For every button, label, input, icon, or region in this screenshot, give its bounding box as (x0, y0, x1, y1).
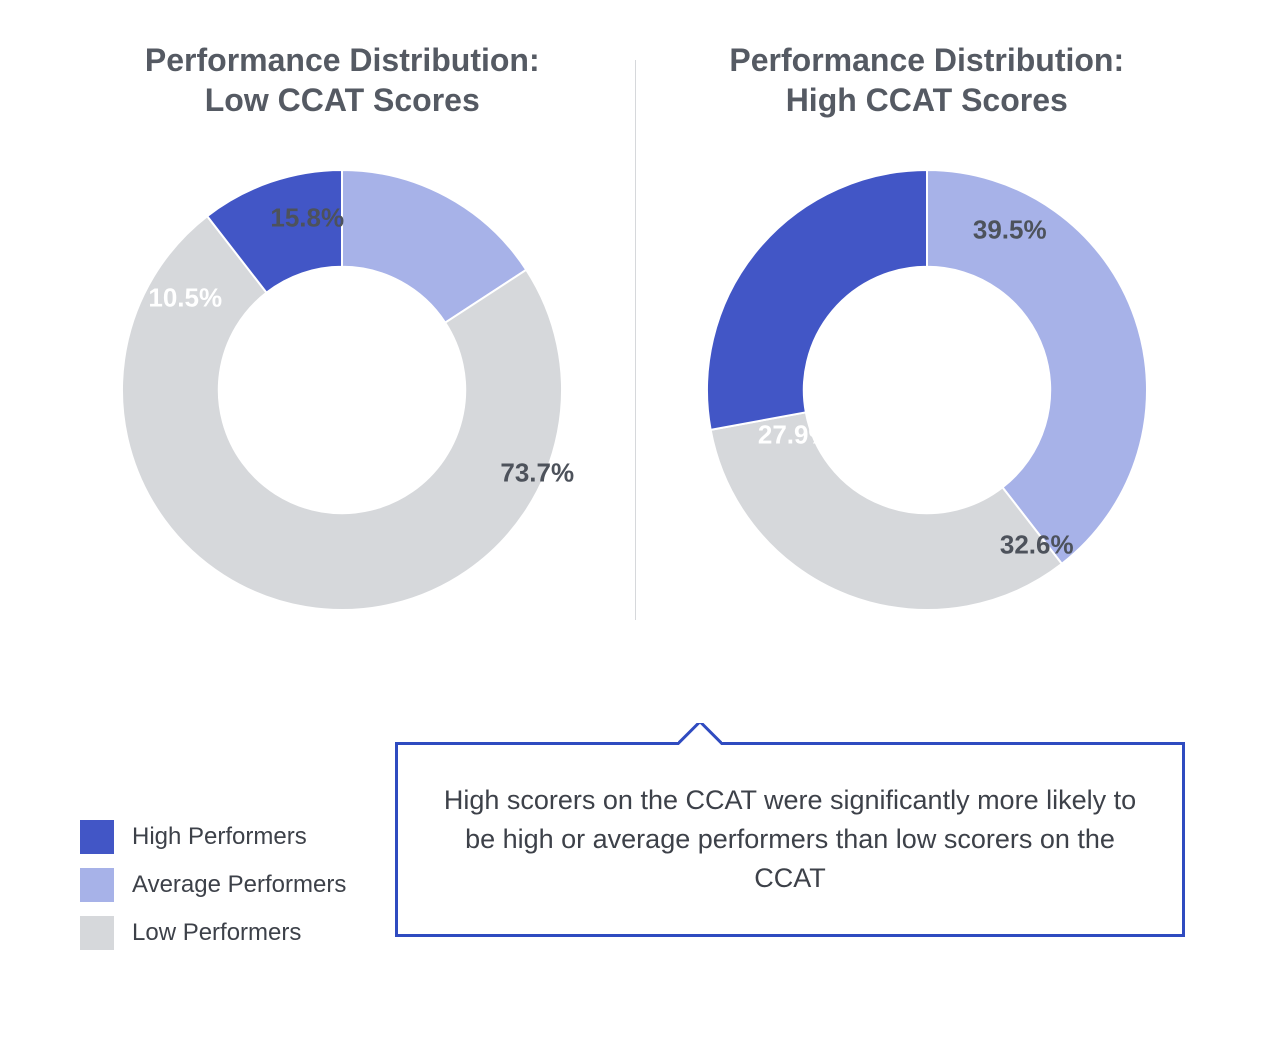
chart-title-left: Performance Distribution: Low CCAT Score… (145, 40, 540, 120)
legend-item: Average Performers (80, 868, 346, 902)
legend-label: Average Performers (132, 871, 346, 899)
donut-chart-right: 39.5% 32.6% 27.9% (707, 170, 1147, 610)
legend-label: Low Performers (132, 919, 301, 947)
panel-divider (635, 60, 636, 620)
callout: High scorers on the CCAT were significan… (395, 720, 1185, 937)
legend-item: High Performers (80, 820, 346, 854)
legend-swatch-icon (80, 868, 114, 902)
charts-row: Performance Distribution: Low CCAT Score… (50, 40, 1219, 720)
legend-item: Low Performers (80, 916, 346, 950)
donut-chart-left: 15.8%73.7%10.5% (122, 170, 562, 610)
donut-slice (707, 170, 927, 430)
legend-label: High Performers (132, 823, 307, 851)
legend-swatch-icon (80, 820, 114, 854)
slice-label: 15.8% (270, 203, 344, 234)
callout-text: High scorers on the CCAT were significan… (444, 785, 1136, 893)
chart-title-right-line1: Performance Distribution: (729, 42, 1124, 78)
legend-swatch-icon (80, 916, 114, 950)
slice-label: 27.9% (758, 420, 832, 451)
chart-title-left-line2: Low CCAT Scores (205, 82, 480, 118)
chart-panel-right: Performance Distribution: High CCAT Scor… (635, 40, 1220, 610)
chart-title-right-line2: High CCAT Scores (786, 82, 1068, 118)
slice-label: 32.6% (1000, 530, 1074, 561)
slice-label: 73.7% (500, 458, 574, 489)
callout-pointer-icon (678, 723, 722, 745)
slice-label: 10.5% (148, 283, 222, 314)
callout-box: High scorers on the CCAT were significan… (395, 742, 1185, 937)
legend: High Performers Average Performers Low Per… (80, 820, 346, 964)
chart-container: Performance Distribution: Low CCAT Score… (0, 0, 1269, 1045)
chart-title-right: Performance Distribution: High CCAT Scor… (729, 40, 1124, 120)
chart-title-left-line1: Performance Distribution: (145, 42, 540, 78)
slice-label: 39.5% (973, 215, 1047, 246)
chart-panel-left: Performance Distribution: Low CCAT Score… (50, 40, 635, 610)
